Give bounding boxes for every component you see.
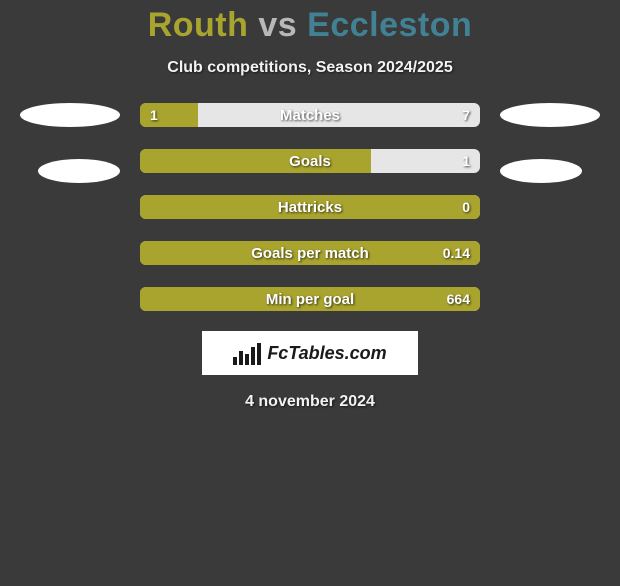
player1-mark-2 — [38, 159, 120, 183]
stat-bar: Goals1 — [140, 149, 480, 173]
player2-mark-1 — [500, 103, 600, 127]
vs-text: vs — [258, 6, 297, 44]
subtitle: Club competitions, Season 2024/2025 — [0, 59, 620, 77]
player2-name: Eccleston — [307, 6, 472, 44]
date-text: 4 november 2024 — [0, 393, 620, 411]
stat-value-right: 0 — [462, 195, 470, 219]
player1-name: Routh — [148, 6, 249, 44]
player1-marks — [20, 103, 120, 183]
stat-value-right: 7 — [462, 103, 470, 127]
stat-fill-left — [140, 241, 480, 265]
stat-fill-left — [140, 287, 480, 311]
player2-marks — [500, 103, 600, 183]
stat-fill-left — [140, 195, 480, 219]
comparison-layout: 1Matches7 Goals1 Hattricks0 Goals per match… — [0, 103, 620, 311]
stat-bars: 1Matches7 Goals1 Hattricks0 Goals per match… — [140, 103, 480, 311]
page-title: Routh vs Eccleston — [0, 6, 620, 45]
stat-bar: Hattricks0 — [140, 195, 480, 219]
stat-bar: Min per goal664 — [140, 287, 480, 311]
stat-value-right: 1 — [462, 149, 470, 173]
logo-box: FcTables.com — [202, 331, 418, 375]
stat-fill-left — [140, 103, 198, 127]
stat-bar: 1Matches7 — [140, 103, 480, 127]
player2-mark-2 — [500, 159, 582, 183]
player1-mark-1 — [20, 103, 120, 127]
logo-text: FcTables.com — [267, 343, 386, 364]
stat-fill-left — [140, 149, 371, 173]
stat-value-right: 0.14 — [443, 241, 470, 265]
stat-bar: Goals per match0.14 — [140, 241, 480, 265]
stat-value-left: 1 — [150, 103, 158, 127]
stat-value-right: 664 — [447, 287, 470, 311]
logo-bars-icon — [233, 341, 263, 365]
